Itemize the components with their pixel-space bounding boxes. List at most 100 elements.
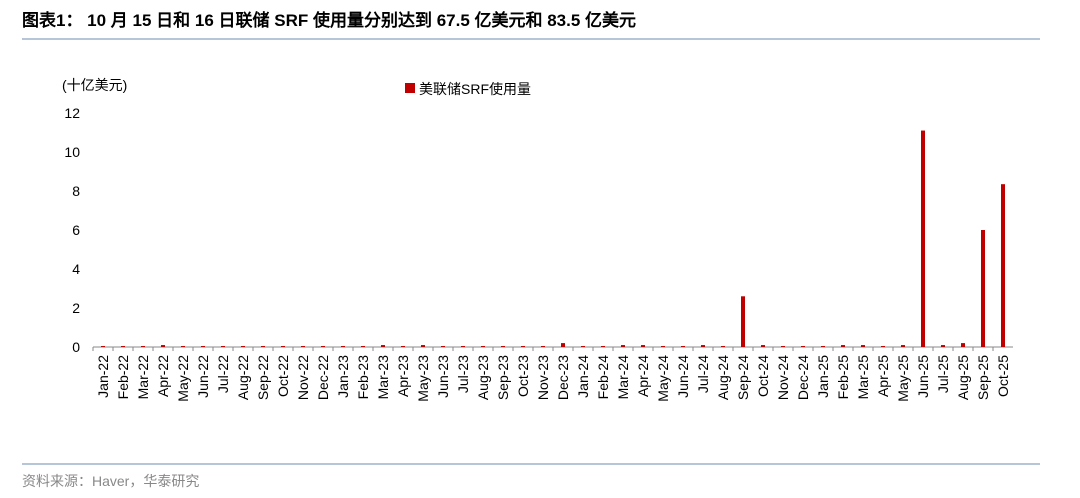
x-tick-label: Apr-25 <box>875 355 891 397</box>
x-tick-label: Dec-22 <box>315 355 331 400</box>
x-tick-label: Feb-22 <box>115 355 131 400</box>
x-tick-label: Jan-24 <box>575 355 591 398</box>
x-tick-label: Jan-22 <box>95 355 111 398</box>
y-tick-label: 4 <box>72 261 80 277</box>
bar <box>861 345 865 347</box>
bar <box>701 345 705 347</box>
bar <box>341 346 345 347</box>
x-tick-label: Mar-22 <box>135 355 151 400</box>
bar <box>541 346 545 347</box>
y-tick-label: 12 <box>64 105 80 121</box>
bar <box>261 346 265 347</box>
bar <box>561 343 565 347</box>
x-tick-label: Nov-24 <box>775 355 791 400</box>
chart-title: 图表1： 10 月 15 日和 16 日联储 SRF 使用量分别达到 67.5 … <box>22 10 636 30</box>
bar <box>761 345 765 347</box>
x-tick-label: Jan-25 <box>815 355 831 398</box>
bar <box>521 346 525 347</box>
y-tick-label: 10 <box>64 144 80 160</box>
bar <box>141 346 145 347</box>
x-tick-label: Aug-22 <box>235 355 251 400</box>
x-tick-label: Sep-24 <box>735 355 751 400</box>
legend-swatch <box>405 83 415 93</box>
bar <box>121 346 125 347</box>
y-tick-label: 2 <box>72 300 80 316</box>
x-tick-label: Aug-25 <box>955 355 971 400</box>
bar <box>781 346 785 347</box>
x-tick-label: Jul-25 <box>935 355 951 393</box>
bar <box>421 345 425 347</box>
bar <box>441 346 445 347</box>
bar <box>801 346 805 347</box>
y-tick-label: 6 <box>72 222 80 238</box>
x-tick-label: Jun-22 <box>195 355 211 398</box>
bar <box>921 130 925 347</box>
x-tick-label: Feb-24 <box>595 355 611 400</box>
x-tick-label: Jun-24 <box>675 355 691 398</box>
bar <box>381 345 385 347</box>
x-tick-label: May-22 <box>175 355 191 402</box>
x-tick-label: Apr-22 <box>155 355 171 397</box>
bar <box>1001 184 1005 347</box>
x-tick-label: Feb-25 <box>835 355 851 400</box>
x-tick-label: Jun-23 <box>435 355 451 398</box>
x-tick-label: May-23 <box>415 355 431 402</box>
bar <box>641 345 645 347</box>
x-tick-label: May-24 <box>655 355 671 402</box>
bar <box>741 296 745 347</box>
bar <box>241 346 245 347</box>
bar <box>621 345 625 347</box>
bar <box>461 346 465 347</box>
bar <box>681 346 685 347</box>
x-tick-label: Jun-25 <box>915 355 931 398</box>
bar <box>321 346 325 347</box>
source: 资料来源：Haver，华泰研究 <box>22 473 199 489</box>
x-tick-label: Nov-23 <box>535 355 551 400</box>
bar <box>581 346 585 347</box>
bar <box>961 343 965 347</box>
bar <box>721 346 725 347</box>
x-tick-label: Sep-23 <box>495 355 511 400</box>
bar <box>501 346 505 347</box>
x-tick-label: Jul-24 <box>695 355 711 393</box>
x-tick-label: Mar-24 <box>615 355 631 400</box>
x-tick-label: Sep-25 <box>975 355 991 400</box>
bar <box>941 345 945 347</box>
x-tick-label: Apr-23 <box>395 355 411 397</box>
x-tick-label: Dec-24 <box>795 355 811 400</box>
x-tick-label: May-25 <box>895 355 911 402</box>
bar <box>201 346 205 347</box>
x-tick-label: Jul-22 <box>215 355 231 393</box>
y-tick-label: 0 <box>72 339 80 355</box>
bar <box>821 346 825 347</box>
bar <box>161 345 165 347</box>
bar <box>881 346 885 347</box>
bar <box>661 346 665 347</box>
bar <box>981 230 985 347</box>
x-tick-label: Jul-23 <box>455 355 471 393</box>
y-axis-label: (十亿美元) <box>62 77 127 93</box>
bar <box>361 346 365 347</box>
bar <box>181 346 185 347</box>
bar <box>101 346 105 347</box>
x-tick-label: Apr-24 <box>635 355 651 397</box>
bar <box>301 346 305 347</box>
x-tick-label: Feb-23 <box>355 355 371 400</box>
bar <box>401 346 405 347</box>
x-tick-label: Aug-24 <box>715 355 731 400</box>
x-tick-label: Aug-23 <box>475 355 491 400</box>
legend-label: 美联储SRF使用量 <box>419 81 531 97</box>
x-tick-label: Oct-25 <box>995 355 1011 397</box>
bar <box>601 346 605 347</box>
y-tick-label: 8 <box>72 183 80 199</box>
x-tick-label: Jan-23 <box>335 355 351 398</box>
x-tick-label: Oct-23 <box>515 355 531 397</box>
x-tick-label: Sep-22 <box>255 355 271 400</box>
x-tick-label: Oct-24 <box>755 355 771 397</box>
bar <box>221 346 225 347</box>
bar <box>841 345 845 347</box>
x-tick-label: Nov-22 <box>295 355 311 400</box>
x-tick-label: Mar-25 <box>855 355 871 400</box>
x-tick-label: Mar-23 <box>375 355 391 400</box>
